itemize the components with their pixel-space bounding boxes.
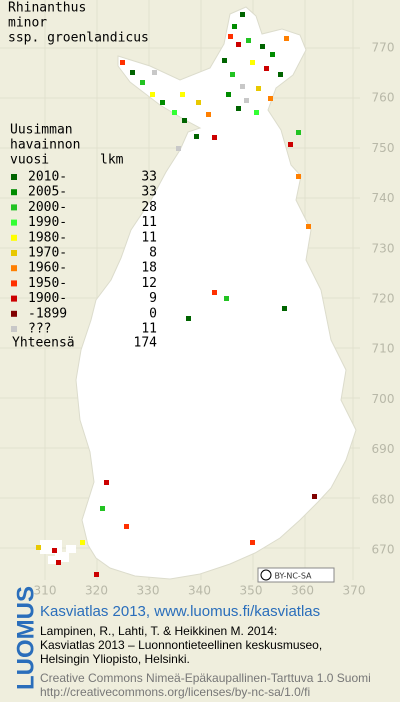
north-label: 770 (372, 41, 395, 55)
east-label: 340 (188, 584, 211, 598)
license-url[interactable]: http://creativecommons.org/licenses/by-n… (40, 685, 310, 699)
grid-labels: 770 760 750 740 730 720 710 700 690 680 670 310 320 3… (34, 41, 395, 598)
legend-year: ??? (28, 322, 51, 337)
east-label: 350 (240, 584, 263, 598)
legend-rows: 2010- 33 2005- 33 2000- 28 1990- 11 1980- 11 1970-… (11, 170, 157, 337)
legend-year: 2005- (28, 185, 67, 200)
observation-squares (36, 12, 317, 577)
legend-column: lkm (100, 153, 124, 168)
legend-swatch (11, 280, 17, 287)
legend-swatch (11, 265, 17, 272)
legend-year: -1899 (28, 306, 67, 321)
legend-count: 0 (149, 306, 157, 321)
license-badge[interactable]: BY-NC-SA (257, 567, 335, 583)
north-label: 680 (372, 492, 395, 506)
legend-swatch (11, 234, 17, 241)
legend-year: 1980- (28, 230, 67, 245)
footer-heading[interactable]: Kasviatlas 2013, www.luomus.fi/kasviatla… (40, 603, 320, 620)
legend-swatch (11, 174, 17, 180)
legend-count: 11 (141, 230, 157, 245)
legend-year: 1990- (28, 215, 67, 230)
east-label: 310 (34, 584, 57, 598)
legend-swatch (11, 326, 17, 332)
badge-text: BY-NC-SA (274, 572, 312, 581)
legend-swatch (11, 189, 17, 196)
species-name: ssp. groenlandicus (8, 31, 149, 46)
north-label: 670 (372, 543, 395, 557)
north-label: 700 (372, 392, 395, 406)
legend-header: Uusimman (10, 123, 73, 138)
legend-count: 9 (149, 291, 157, 306)
legend-year: 1970- (28, 246, 67, 261)
legend-year: 2010- (28, 170, 67, 185)
legend-count: 8 (149, 246, 157, 261)
legend-count: 12 (141, 276, 157, 291)
legend-swatch (11, 310, 17, 317)
species-name: Rhinanthus (8, 1, 86, 16)
citation: Helsingin Yliopisto, Helsinki. (40, 652, 190, 666)
legend-count: 18 (141, 261, 157, 276)
legend-swatch (11, 295, 17, 302)
north-label: 740 (372, 191, 395, 205)
legend-total-label: Yhteensä (12, 336, 75, 351)
legend-header: havainnon (10, 138, 80, 153)
legend-count: 11 (141, 322, 157, 337)
badge-box (257, 567, 335, 583)
legend-swatch (11, 219, 17, 226)
legend-total-count: 174 (134, 336, 158, 351)
legend-year: 1950- (28, 276, 67, 291)
legend-swatch (11, 250, 17, 256)
north-label: 760 (372, 91, 395, 105)
citation: Kasviatlas 2013 – Luonnontieteellinen ke… (40, 638, 322, 652)
license: Creative Commons Nimeä-Epäkaupallinen-Ta… (40, 671, 371, 685)
north-label: 730 (372, 241, 395, 255)
cc-icon (260, 569, 272, 581)
legend-count: 33 (141, 185, 157, 200)
legend-count: 11 (141, 215, 157, 230)
citation: Lampinen, R., Lahti, T. & Heikkinen M. 2… (40, 624, 277, 638)
north-label: 710 (372, 342, 395, 356)
legend-swatch (11, 204, 17, 211)
east-label: 330 (137, 584, 160, 598)
east-label: 370 (343, 584, 366, 598)
north-label: 720 (372, 292, 395, 306)
legend-count: 28 (141, 200, 157, 215)
legend-year: 2000- (28, 200, 67, 215)
legend-count: 33 (141, 170, 157, 185)
species-name: minor (8, 16, 47, 31)
legend-column: vuosi (10, 153, 49, 168)
north-label: 750 (372, 141, 395, 155)
east-label: 360 (291, 584, 314, 598)
legend-year: 1900- (28, 291, 67, 306)
north-label: 690 (372, 442, 395, 456)
legend-year: 1960- (28, 261, 67, 276)
east-label: 320 (85, 584, 108, 598)
logo: LUOMUS (12, 586, 39, 690)
